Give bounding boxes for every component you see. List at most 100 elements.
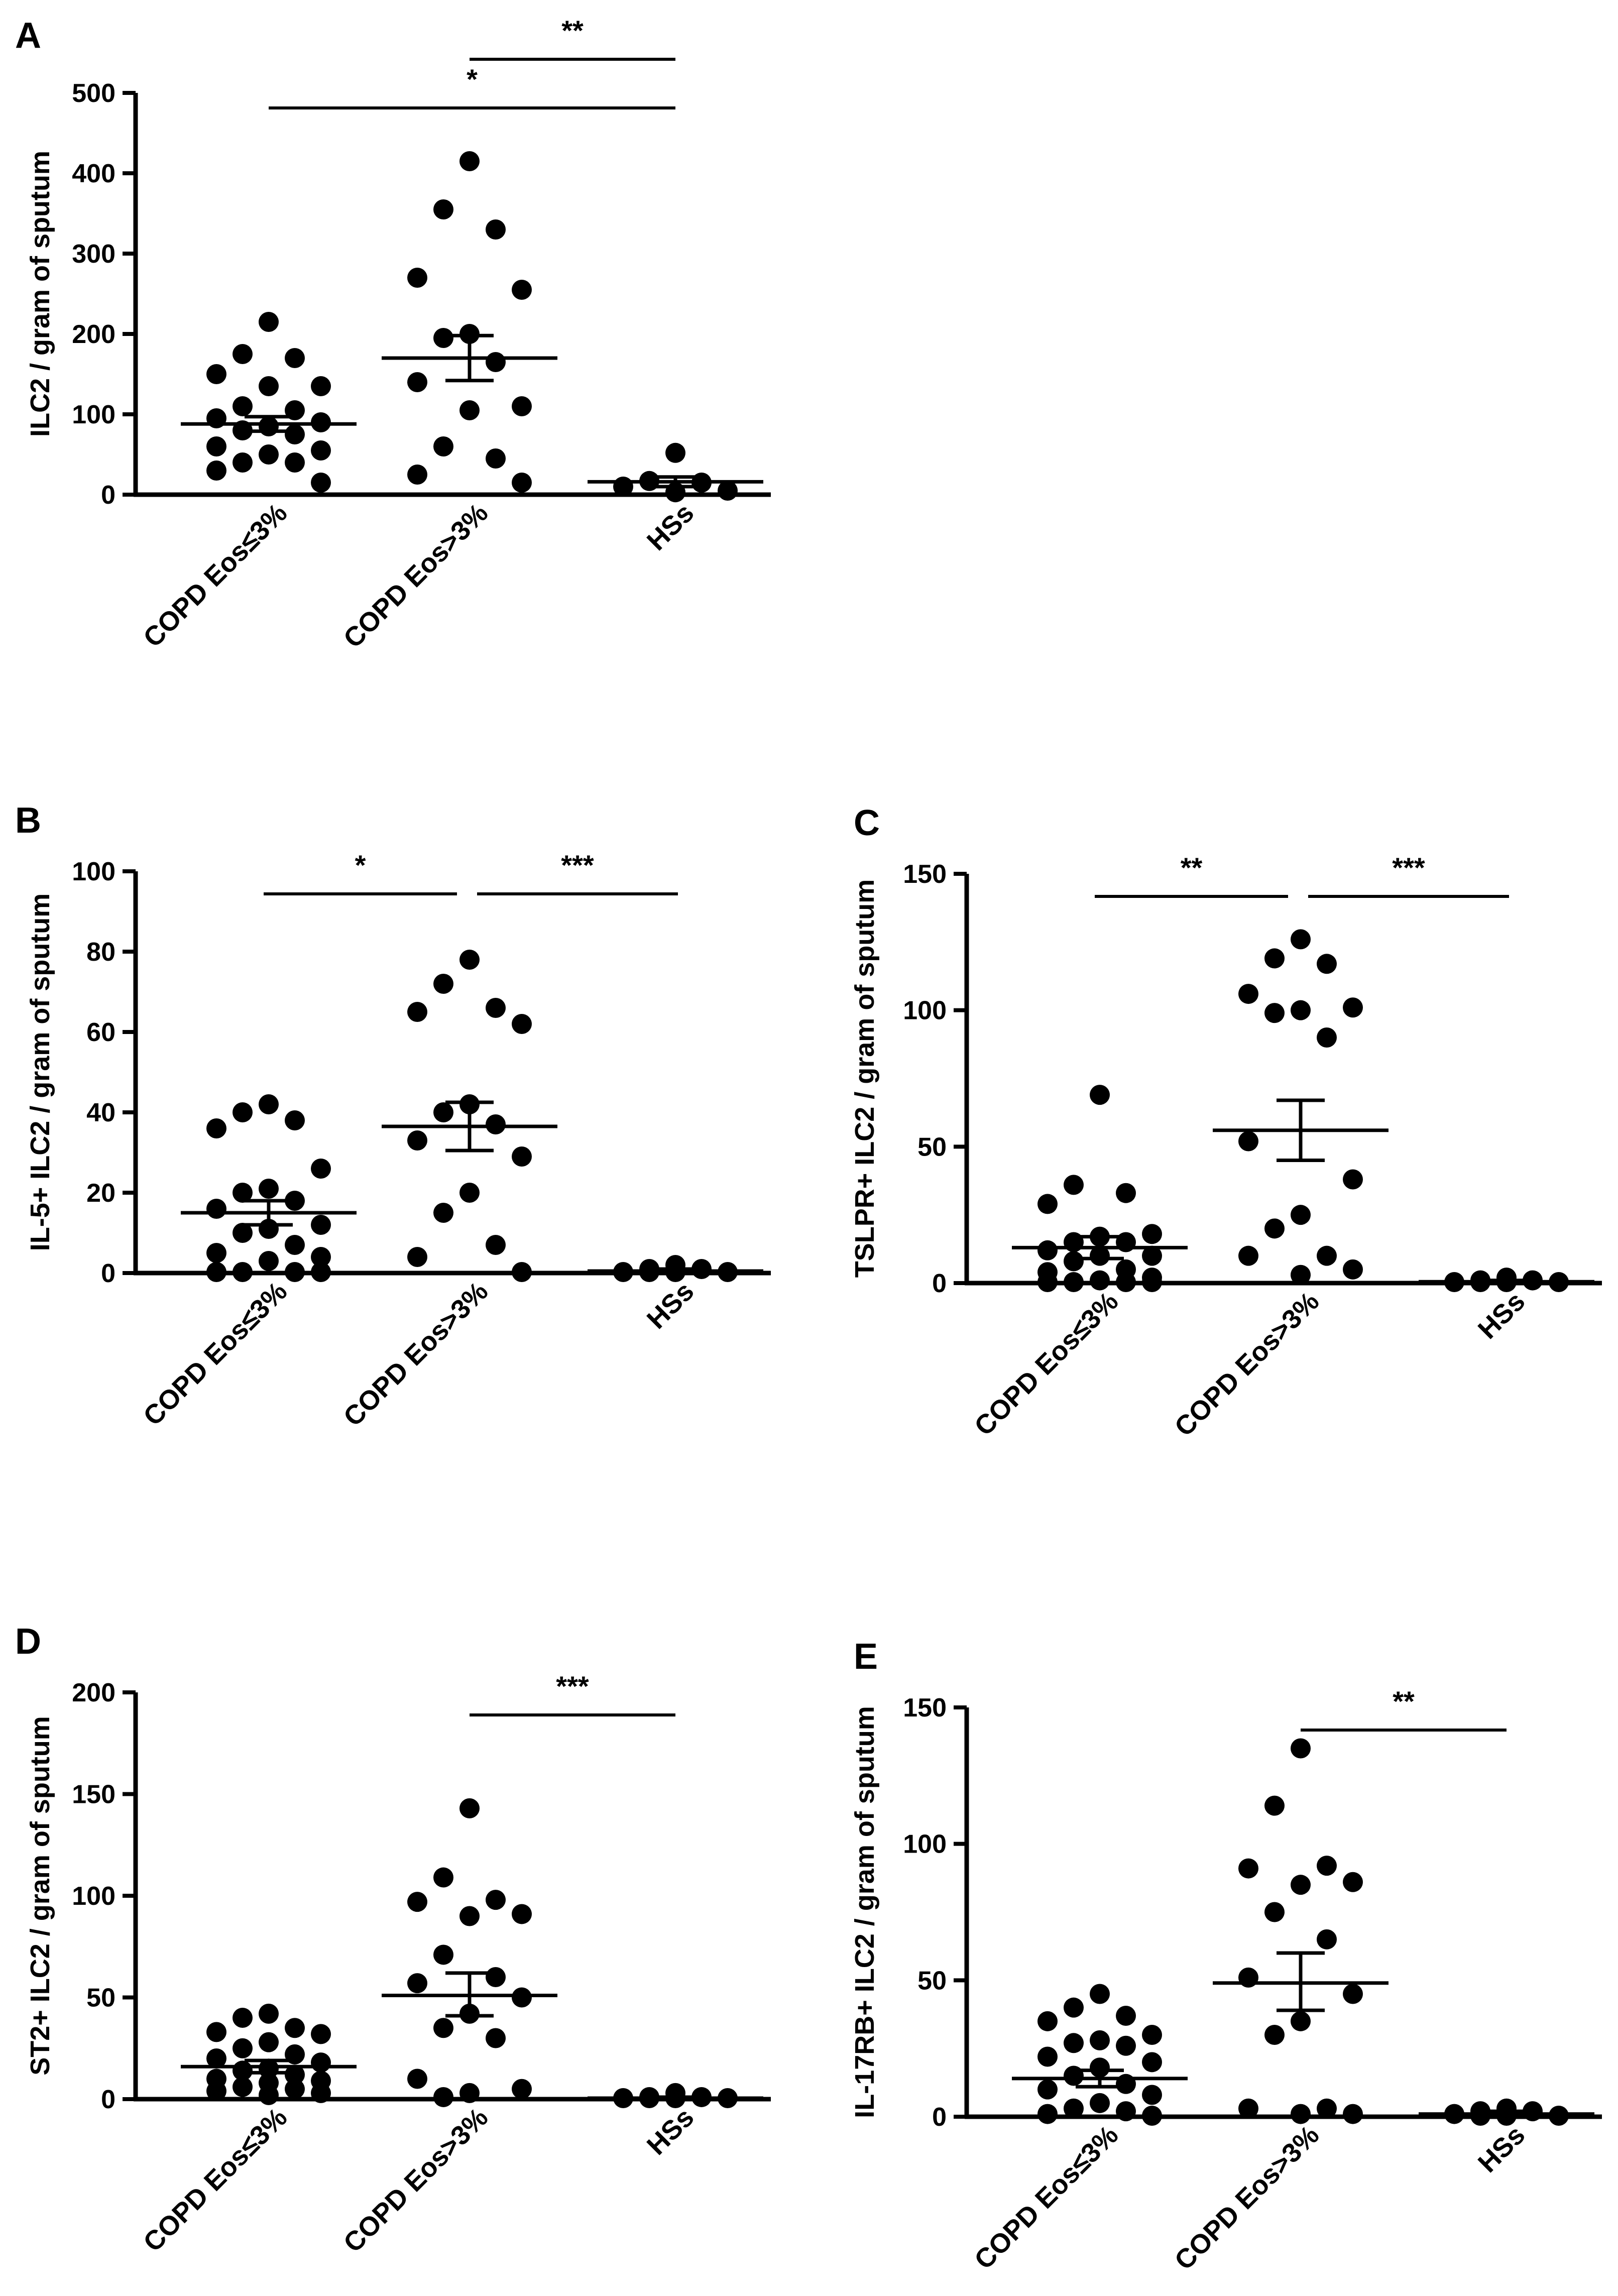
data-point xyxy=(718,481,738,501)
data-point xyxy=(1090,2030,1110,2050)
y-tick-label: 0 xyxy=(932,2103,947,2132)
data-point xyxy=(1064,1175,1084,1195)
y-tick-label: 0 xyxy=(932,1269,947,1298)
data-point xyxy=(1264,1795,1285,1816)
data-point xyxy=(486,1890,506,1910)
data-point xyxy=(459,1798,480,1818)
data-point xyxy=(1291,2011,1311,2031)
panel-label: B xyxy=(15,800,41,841)
data-point xyxy=(1343,1872,1363,1892)
data-point xyxy=(459,2083,480,2103)
data-point xyxy=(1142,2052,1162,2073)
y-axis-title: ST2+ ILC2 / gram of sputum xyxy=(25,1716,55,2076)
data-point xyxy=(486,2028,506,2048)
data-point xyxy=(512,1146,532,1167)
data-point xyxy=(512,1904,532,1924)
data-point xyxy=(459,1183,480,1203)
data-point xyxy=(285,2018,305,2038)
data-point xyxy=(1090,2093,1110,2113)
data-point xyxy=(206,2048,226,2069)
data-point xyxy=(206,1262,226,1282)
data-point xyxy=(1264,1218,1285,1239)
data-point xyxy=(486,1235,506,1255)
data-point xyxy=(433,1203,453,1223)
y-tick-label: 50 xyxy=(86,1984,115,2013)
y-tick-label: 500 xyxy=(72,79,115,108)
data-point xyxy=(259,2032,279,2052)
y-tick-label: 100 xyxy=(903,1830,947,1859)
data-point xyxy=(285,1191,305,1211)
data-point xyxy=(233,2008,253,2028)
data-point xyxy=(233,452,253,473)
data-point xyxy=(512,473,532,493)
data-point xyxy=(206,436,226,456)
y-tick-label: 150 xyxy=(903,1693,947,1723)
significance-label: ** xyxy=(1181,852,1203,883)
data-point xyxy=(259,1094,279,1114)
data-point xyxy=(259,1179,279,1199)
y-tick-label: 100 xyxy=(903,996,947,1025)
data-point xyxy=(311,440,331,461)
data-point xyxy=(206,2081,226,2101)
data-point xyxy=(1317,1027,1337,1048)
data-point xyxy=(259,312,279,332)
data-point xyxy=(486,219,506,240)
y-tick-label: 100 xyxy=(72,400,115,429)
data-point xyxy=(1343,1984,1363,2004)
data-point xyxy=(407,372,427,392)
data-point xyxy=(1291,1875,1311,1895)
data-point xyxy=(1090,2057,1110,2078)
data-point xyxy=(407,2069,427,2089)
data-point xyxy=(311,2024,331,2044)
data-point xyxy=(233,344,253,364)
data-point xyxy=(512,396,532,416)
y-tick-label: 50 xyxy=(917,1132,947,1162)
data-point xyxy=(459,1906,480,1926)
data-point xyxy=(1264,948,1285,969)
data-point xyxy=(512,1262,532,1282)
data-point xyxy=(1343,2104,1363,2124)
data-point xyxy=(233,1262,253,1282)
y-tick-label: 200 xyxy=(72,1678,115,1707)
data-point xyxy=(259,2003,279,2024)
data-point xyxy=(311,1215,331,1235)
data-point xyxy=(433,1102,453,1122)
data-point xyxy=(486,1967,506,1987)
data-point xyxy=(512,280,532,300)
data-point xyxy=(1238,2098,1258,2119)
panel-label: A xyxy=(15,16,41,56)
data-point xyxy=(407,268,427,288)
y-axis-title: IL-17RB+ ILC2 / gram of sputum xyxy=(850,1706,880,2118)
data-point xyxy=(433,2087,453,2107)
data-point xyxy=(1037,1272,1058,1292)
data-point xyxy=(407,1973,427,1994)
data-point xyxy=(285,348,305,368)
data-point xyxy=(285,2064,305,2085)
data-point xyxy=(1064,1272,1084,1292)
data-point xyxy=(665,442,685,463)
data-point xyxy=(285,1235,305,1255)
data-point xyxy=(311,473,331,493)
data-point xyxy=(1064,1997,1084,2018)
panel-label: C xyxy=(854,803,880,843)
data-point xyxy=(1037,1240,1058,1260)
data-point xyxy=(1090,1270,1110,1291)
data-point xyxy=(407,1247,427,1267)
significance-label: *** xyxy=(556,1670,589,1702)
data-point xyxy=(1343,997,1363,1018)
y-tick-label: 60 xyxy=(86,1018,115,1047)
y-tick-label: 300 xyxy=(72,240,115,269)
data-point xyxy=(1291,1738,1311,1759)
data-point xyxy=(1264,2025,1285,2045)
data-point xyxy=(206,461,226,481)
y-axis-title: TSLPR+ ILC2 / gram of sputum xyxy=(850,879,880,1278)
data-point xyxy=(311,1159,331,1179)
panel-label: D xyxy=(15,1622,41,1662)
data-point xyxy=(1116,1183,1136,1203)
data-point xyxy=(407,1892,427,1912)
data-point xyxy=(285,1262,305,1282)
data-point xyxy=(206,1118,226,1138)
data-point xyxy=(259,444,279,465)
data-point xyxy=(1291,1000,1311,1020)
data-point xyxy=(1264,1003,1285,1023)
